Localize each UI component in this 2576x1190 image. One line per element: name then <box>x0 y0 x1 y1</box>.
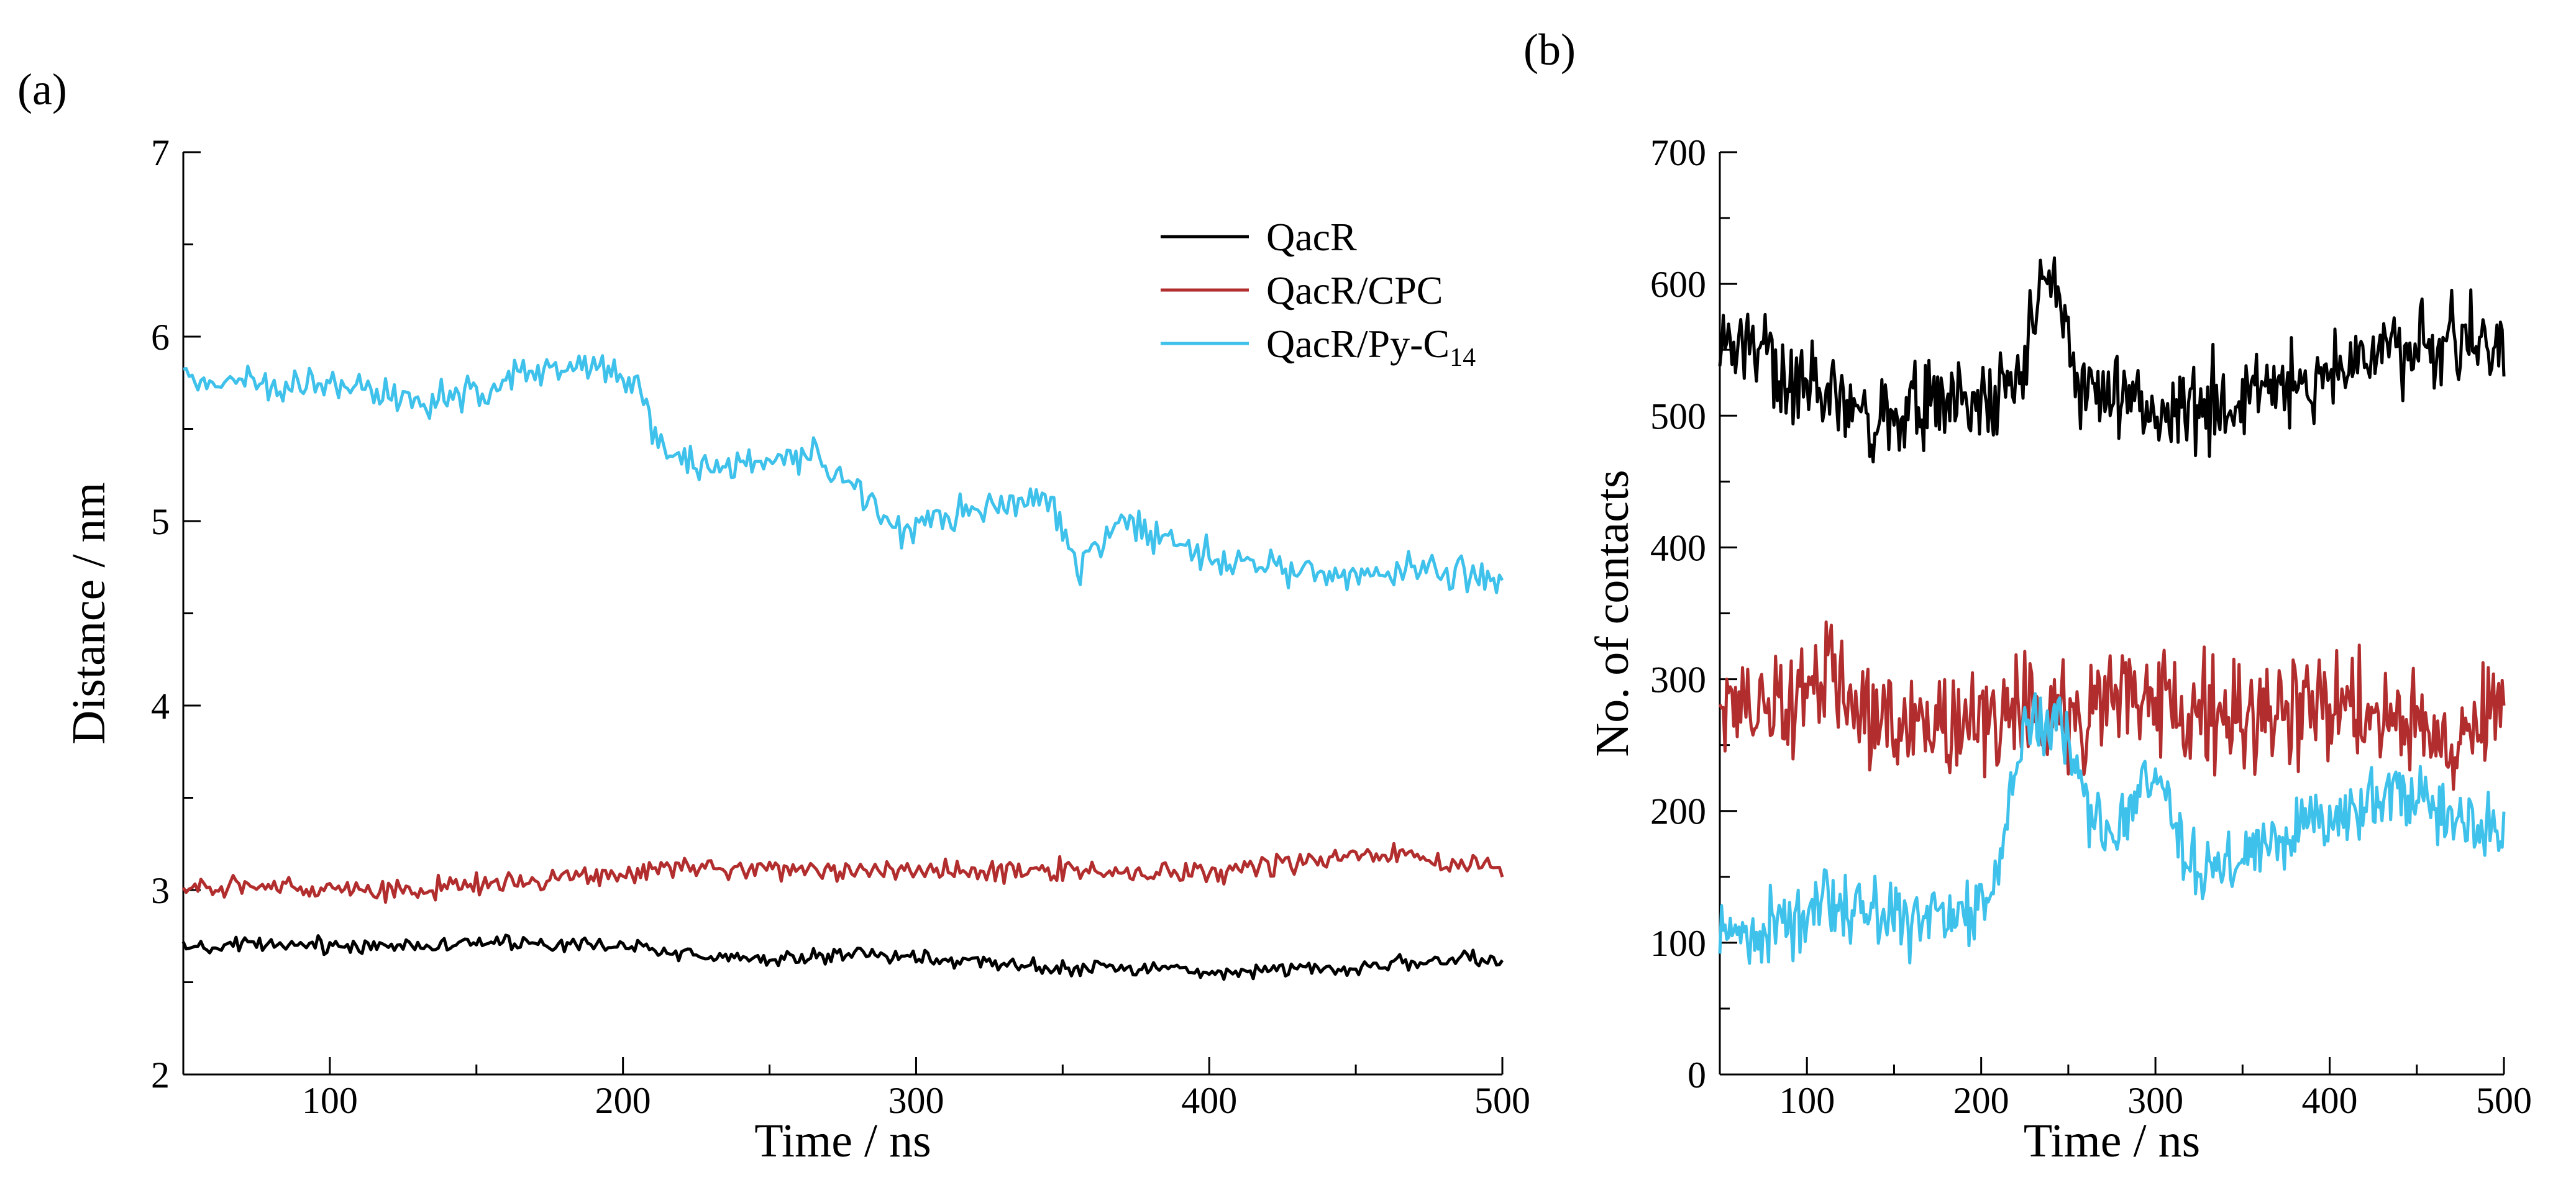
chart-a: 100 200 300 400 500 2 3 4 5 6 7 Time / ns Distance /… <box>63 132 1530 1167</box>
chart-a-x-tick-label: 500 <box>1474 1080 1530 1121</box>
chart-b-y-tick-label: 100 <box>1650 923 1706 964</box>
chart-b-x-tick-label: 200 <box>1953 1080 2009 1121</box>
chart-a-series-qacr-py-c14 <box>183 354 1504 594</box>
chart-a-x-tick-label: 300 <box>888 1080 944 1121</box>
chart-a-y-axis-label: Distance / nm <box>63 482 115 744</box>
chart-b-y-tick-label: 400 <box>1650 527 1706 568</box>
chart-b-x-axis-label: Time / ns <box>2024 1115 2200 1167</box>
chart-b: 100 200 300 400 500 0 100 200 300 400 500 600 700 Tim… <box>1586 132 2532 1167</box>
chart-b-y-tick-label: 500 <box>1650 396 1706 437</box>
legend-label: QacR/Py-C14 <box>1266 322 1476 372</box>
chart-b-y-tick-label: 0 <box>1688 1055 1706 1096</box>
chart-a-x-tick-label: 200 <box>595 1080 651 1121</box>
chart-b-y-tick-label: 700 <box>1650 132 1706 173</box>
chart-b-series-qacr-py-c14 <box>1718 692 2506 965</box>
chart-b-y-tick-label: 600 <box>1650 264 1706 305</box>
chart-a-x-tick-label: 100 <box>302 1080 358 1121</box>
chart-b-series-qacr <box>1718 256 2506 464</box>
chart-a-y-tick-label: 5 <box>151 501 170 542</box>
chart-a-x-axis-label: Time / ns <box>754 1115 931 1167</box>
panel-a-label: (a) <box>17 65 67 114</box>
chart-b-y-tick-label: 300 <box>1650 660 1706 701</box>
chart-b-x-tick-label: 300 <box>2127 1080 2183 1121</box>
chart-b-y-tick-label: 200 <box>1650 791 1706 832</box>
chart-b-x-tick-label: 400 <box>2302 1080 2358 1121</box>
chart-b-x-tick-label: 100 <box>1779 1080 1835 1121</box>
chart-a-y-tick-label: 3 <box>151 870 170 911</box>
chart-a-y-tick-label: 4 <box>151 686 170 727</box>
chart-b-x-tick-label: 500 <box>2476 1080 2532 1121</box>
legend-label: QacR/CPC <box>1266 268 1443 312</box>
legend-subscript: 14 <box>1450 343 1476 372</box>
chart-b-series-qacr-cpc <box>1718 620 2506 791</box>
legend-label: QacR <box>1266 215 1357 259</box>
chart-b-y-axis-label: No. of contacts <box>1586 470 1638 756</box>
chart-a-series-qacr <box>181 933 1504 981</box>
chart-a-x-tick-label: 400 <box>1181 1080 1237 1121</box>
chart-a-legend: QacR QacR/CPC QacR/Py-C14 <box>1161 215 1476 372</box>
panel-b-label: (b) <box>1523 25 1576 75</box>
chart-a-y-tick-label: 2 <box>151 1055 170 1096</box>
chart-a-y-tick-label: 6 <box>151 317 170 358</box>
chart-a-y-tick-label: 7 <box>151 132 170 173</box>
chart-a-series-qacr-cpc <box>181 842 1504 904</box>
